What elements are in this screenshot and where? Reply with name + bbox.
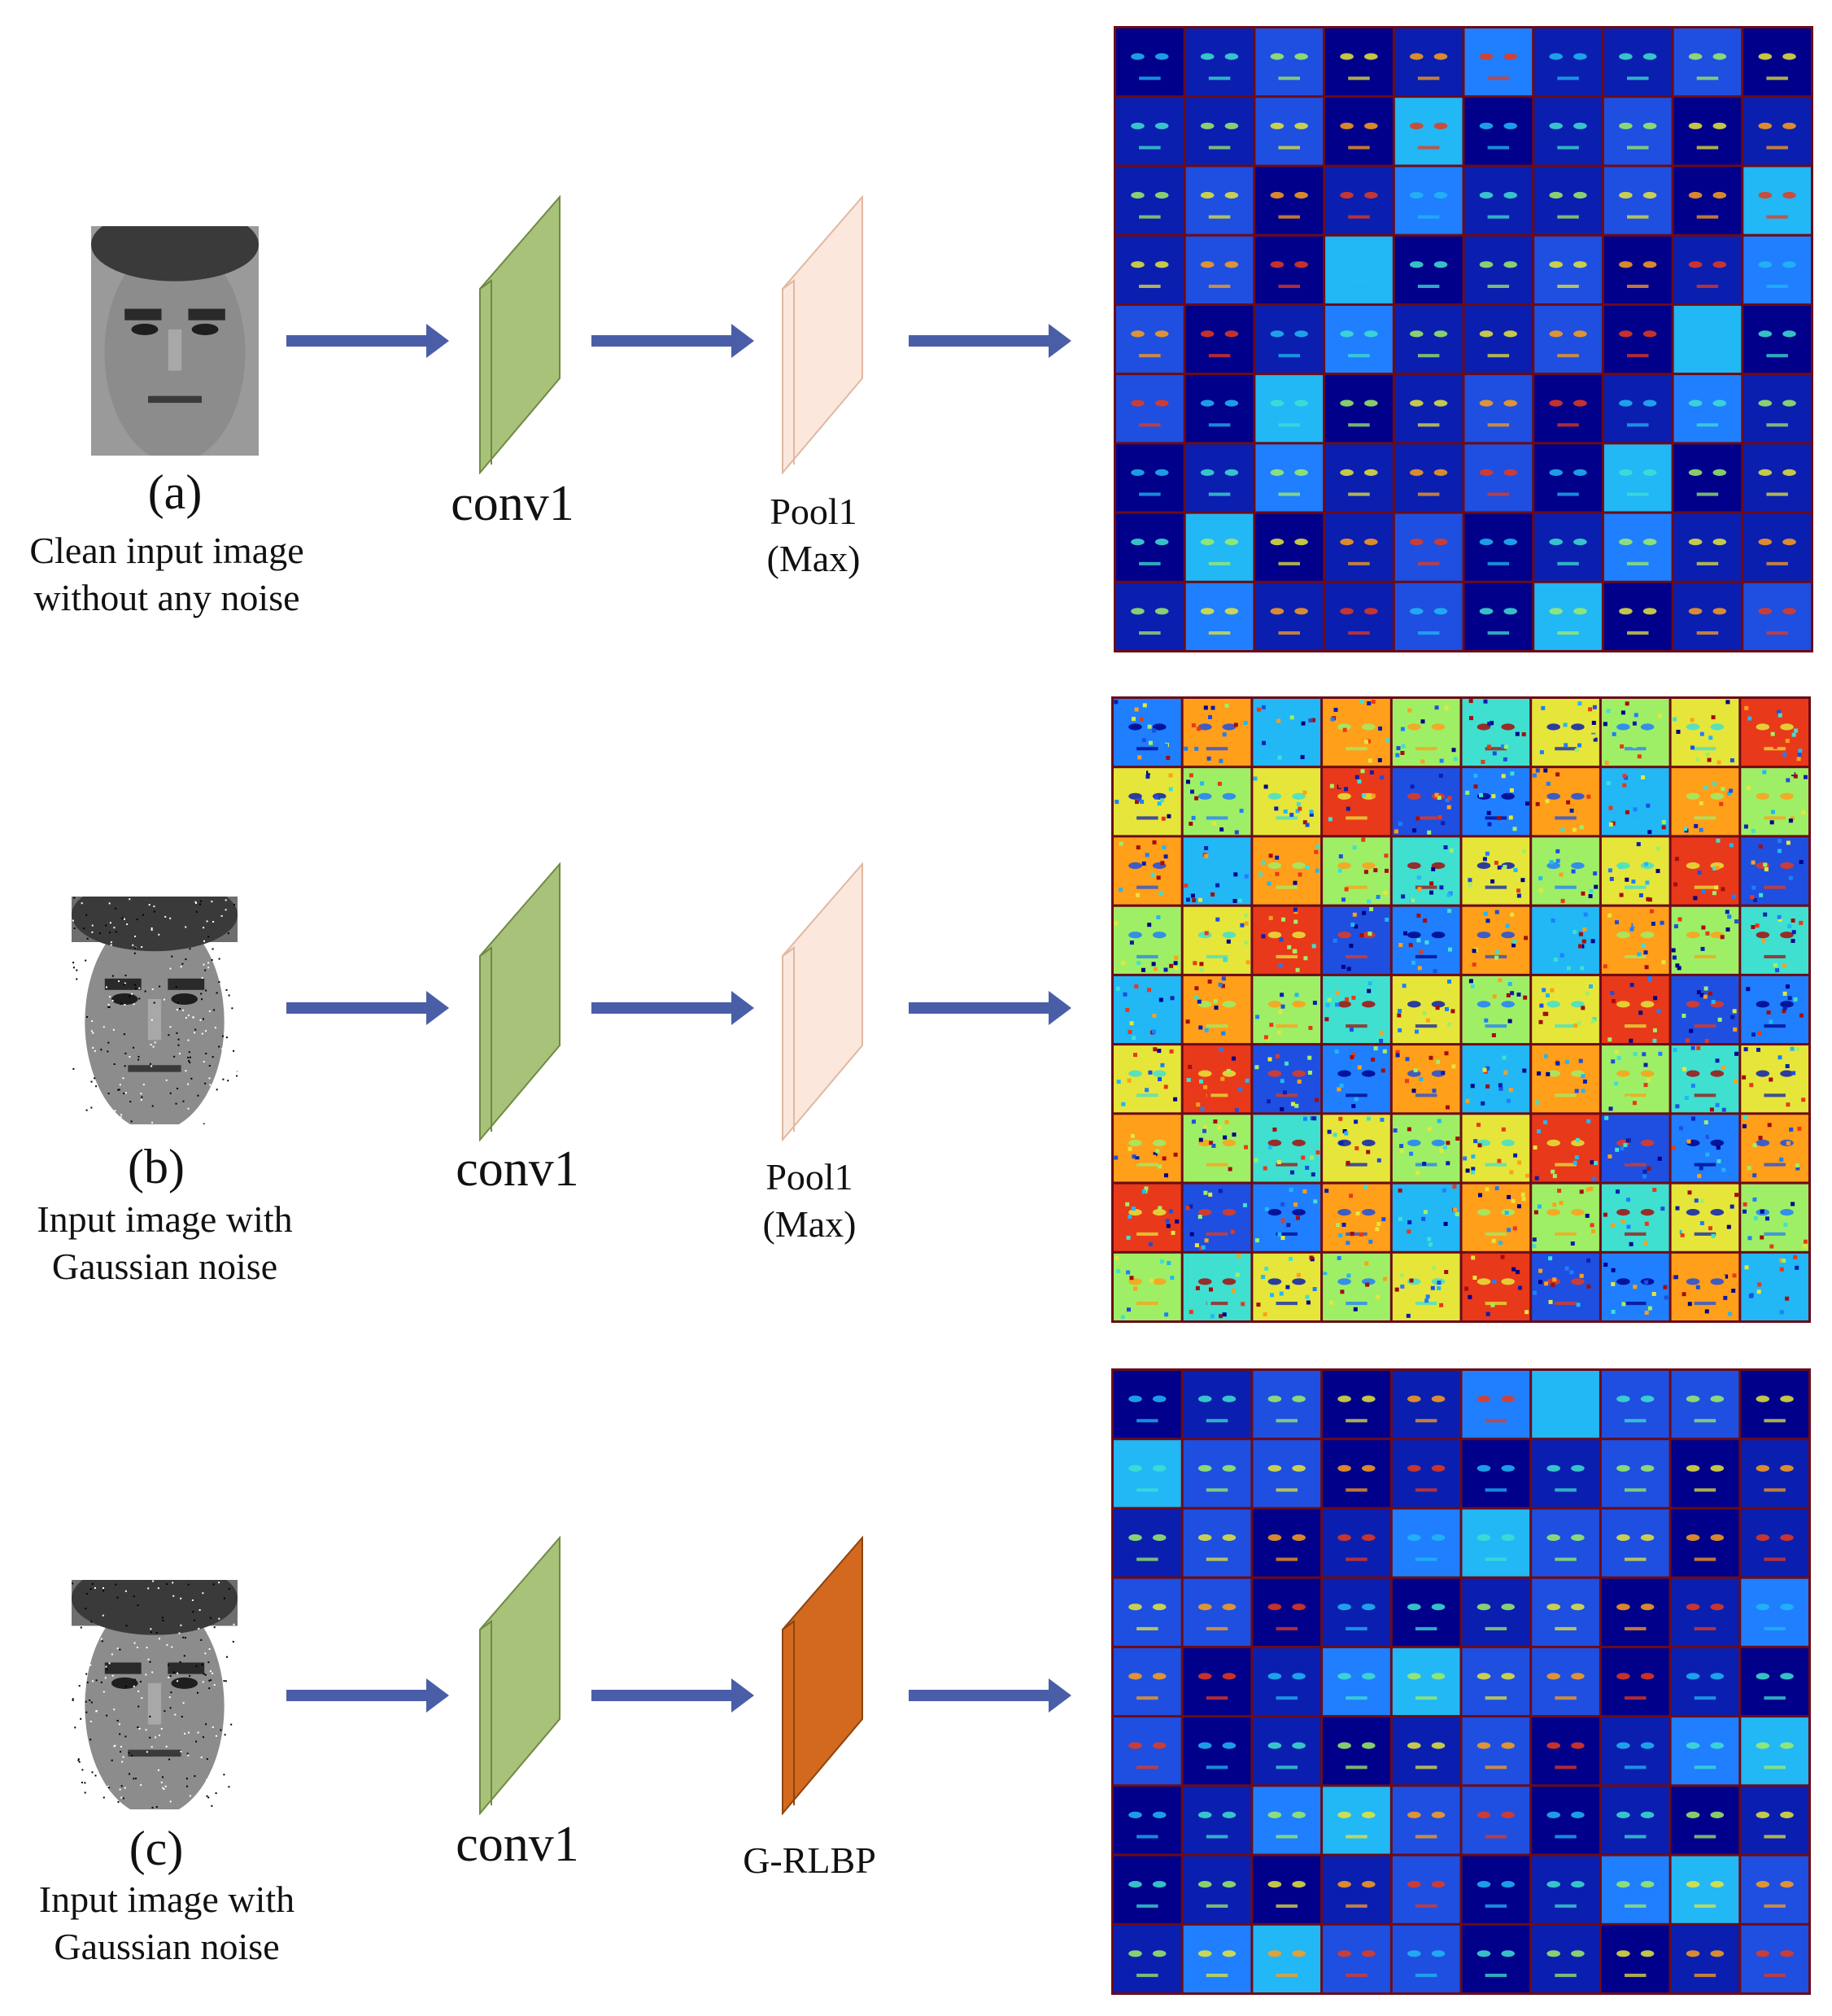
conv1-layer-block — [479, 194, 561, 474]
arrow-pool-to-featuremap — [909, 991, 1071, 1025]
row-letter: (a) — [147, 465, 203, 519]
conv1-label: conv1 — [456, 1817, 579, 1872]
input-face-image-c — [72, 1580, 238, 1809]
arrow-input-to-conv1 — [286, 1678, 449, 1713]
arrow-conv1-to-pool — [591, 324, 754, 358]
input-face-image-a — [91, 226, 259, 456]
caption-line-2: Gaussian noise — [51, 1246, 278, 1287]
feature-map-grid-a — [1114, 26, 1813, 652]
arrow-conv1-to-pool — [591, 991, 754, 1025]
arrow-conv1-to-grlbp — [591, 1678, 754, 1713]
pool1-label-sub: (Max) — [762, 1203, 857, 1245]
conv1-label: conv1 — [456, 1141, 579, 1197]
caption-line-2: without any noise — [33, 577, 300, 618]
row-a: (a) Clean input image without any noise … — [0, 0, 1832, 652]
conv1-layer-block — [479, 1535, 561, 1815]
row-letter: (b) — [128, 1140, 185, 1193]
caption-line-1: Clean input image — [29, 530, 304, 571]
pool1-label-sub: (Max) — [766, 538, 861, 579]
row-b: (b) Input image with Gaussian noise conv… — [0, 672, 1832, 1323]
input-face-image-b — [72, 897, 238, 1124]
pool1-layer-block — [782, 862, 863, 1141]
caption-line-2: Gaussian noise — [54, 1926, 280, 1967]
feature-map-grid-b — [1111, 696, 1811, 1323]
pool1-label: Pool1 — [766, 1156, 853, 1198]
caption-line-1: Input image with — [38, 1879, 295, 1920]
conv1-label: conv1 — [451, 476, 574, 531]
caption-line-1: Input image with — [37, 1198, 293, 1240]
pool1-label: Pool1 — [770, 491, 857, 532]
arrow-pool-to-featuremap — [909, 324, 1071, 358]
grlbp-label: G-RLBP — [743, 1839, 876, 1881]
feature-map-grid-c — [1111, 1368, 1811, 1995]
arrow-grlbp-to-featuremap — [909, 1678, 1071, 1713]
conv1-layer-block — [479, 862, 561, 1141]
arrow-input-to-conv1 — [286, 324, 449, 358]
row-c: (c) Input image with Gaussian noise conv… — [0, 1344, 1832, 1995]
row-letter: (c) — [129, 1822, 184, 1875]
arrow-input-to-conv1 — [286, 991, 449, 1025]
grlbp-layer-block — [782, 1535, 863, 1815]
pool1-layer-block — [782, 194, 863, 474]
